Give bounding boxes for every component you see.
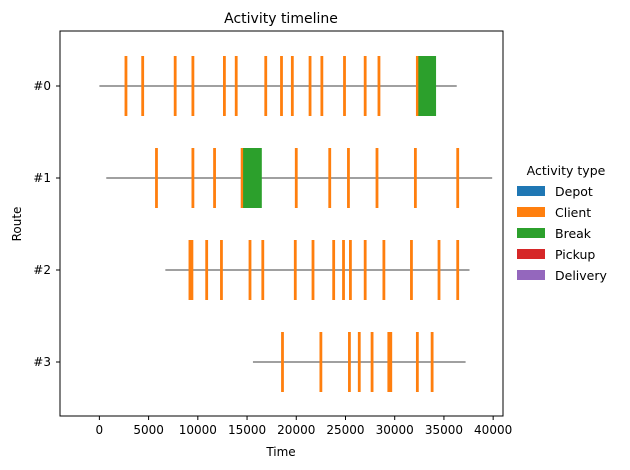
legend-swatch — [517, 228, 545, 238]
legend-swatch — [517, 207, 545, 217]
client-activity-bar — [290, 56, 294, 116]
x-tick-label: 40000 — [474, 423, 512, 437]
client-activity-bar — [437, 240, 441, 300]
legend: Activity type Depot Client Break Pickup Deli… — [517, 163, 607, 283]
y-tick-label: #2 — [33, 263, 51, 277]
x-axis-label: Time — [265, 445, 295, 459]
x-tick-label: 0 — [96, 423, 104, 437]
client-activity-bar — [240, 148, 244, 208]
client-activity-bar — [293, 240, 297, 300]
client-activity-bar — [281, 332, 284, 392]
x-tick-label: 10000 — [179, 423, 217, 437]
client-activity-bar — [370, 332, 374, 392]
legend-title: Activity type — [527, 163, 606, 178]
client-activity-bar — [347, 148, 350, 208]
client-activity-bar — [456, 148, 460, 208]
client-activity-bar — [261, 240, 265, 300]
client-activity-bar — [220, 240, 223, 300]
client-activity-bar — [415, 332, 419, 392]
client-activity-bar — [456, 240, 460, 300]
route-3 — [252, 332, 466, 392]
client-activity-bar — [363, 240, 367, 300]
legend-entry-label: Client — [555, 205, 591, 220]
legend-swatch — [517, 249, 545, 259]
client-activity-bar — [213, 148, 216, 208]
client-activity-bar — [264, 56, 268, 116]
client-activity-bar — [234, 56, 238, 116]
route-2 — [165, 240, 470, 300]
client-activity-bar — [155, 148, 158, 208]
legend-entry-label: Pickup — [555, 247, 595, 262]
client-activity-bar — [311, 240, 315, 300]
x-axis: 0 5000 10000 15000 20000 25000 30000 35000 40000 — [96, 416, 512, 437]
client-activity-bar — [191, 148, 195, 208]
client-activity-bar — [280, 56, 283, 116]
break-activity-bar — [418, 56, 437, 116]
client-activity-bar — [205, 240, 209, 300]
client-activity-bar — [248, 240, 252, 300]
client-activity-bar — [382, 240, 386, 300]
chart-title: Activity timeline — [224, 11, 338, 27]
route-0 — [99, 56, 457, 116]
client-activity-bar — [294, 148, 298, 208]
client-activity-bar — [413, 148, 417, 208]
client-activity-bar — [349, 240, 352, 300]
client-activity-bar — [410, 240, 413, 300]
legend-entry-label: Break — [555, 226, 592, 241]
client-activity-bar — [320, 56, 324, 116]
client-activity-bar — [430, 332, 434, 392]
x-tick-label: 25000 — [326, 423, 364, 437]
client-activity-bar — [348, 332, 351, 392]
client-activity-bar — [343, 56, 346, 116]
legend-entry-label: Depot — [555, 184, 593, 199]
break-activity-bar — [243, 148, 262, 208]
client-activity-bar — [308, 56, 312, 116]
client-activity-bar — [124, 56, 128, 116]
client-activity-bar — [328, 148, 332, 208]
client-activity-bar — [363, 56, 367, 116]
x-tick-label: 35000 — [425, 423, 463, 437]
client-activity-bar — [173, 56, 177, 116]
x-tick-label: 30000 — [376, 423, 414, 437]
x-tick-label: 5000 — [133, 423, 164, 437]
legend-swatch — [517, 270, 545, 280]
plot-frame — [59, 30, 504, 417]
route-1 — [106, 148, 493, 208]
client-activity-bar — [141, 56, 145, 116]
y-tick-label: #1 — [33, 171, 51, 185]
plot-area — [99, 56, 493, 392]
client-activity-bar — [415, 56, 419, 116]
client-activity-bar — [389, 332, 393, 392]
client-activity-bar — [190, 240, 194, 300]
y-tick-label: #0 — [33, 79, 51, 93]
y-axis: #0 #1 #2 #3 — [33, 79, 60, 369]
client-activity-bar — [191, 56, 195, 116]
legend-swatch — [517, 186, 545, 196]
legend-entry-label: Delivery — [555, 268, 607, 283]
client-activity-bar — [223, 56, 226, 116]
x-tick-label: 15000 — [228, 423, 266, 437]
client-activity-bar — [342, 240, 345, 300]
client-activity-bar — [357, 332, 361, 392]
client-activity-bar — [188, 240, 192, 300]
y-tick-label: #3 — [33, 355, 51, 369]
client-activity-bar — [387, 332, 391, 392]
client-activity-bar — [319, 332, 323, 392]
y-axis-label: Route — [10, 207, 24, 242]
client-activity-bar — [377, 56, 381, 116]
client-activity-bar — [375, 148, 379, 208]
client-activity-bar — [332, 240, 336, 300]
x-tick-label: 20000 — [277, 423, 315, 437]
